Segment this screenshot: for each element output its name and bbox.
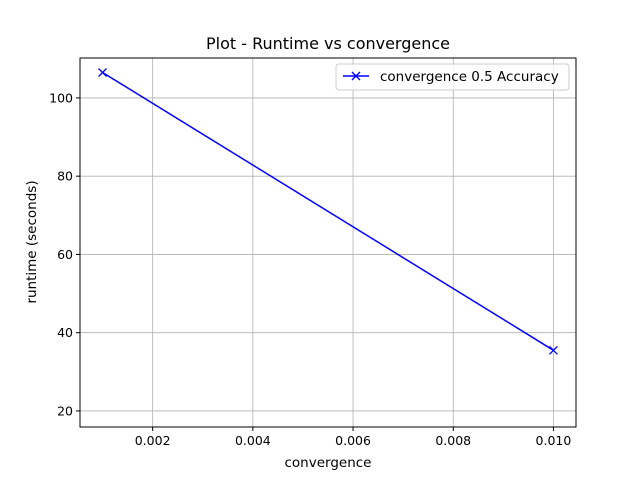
data-point-marker bbox=[351, 71, 361, 81]
y-tick-label: 60 bbox=[57, 247, 73, 262]
x-tick-label: 0.006 bbox=[335, 433, 371, 448]
x-tick-label: 0.004 bbox=[235, 433, 271, 448]
legend-box bbox=[335, 63, 570, 91]
x-tick-label: 0.008 bbox=[435, 433, 471, 448]
series-layer bbox=[98, 68, 558, 355]
y-tick-label: 20 bbox=[57, 403, 73, 418]
data-point-marker bbox=[548, 345, 558, 355]
grid bbox=[80, 58, 576, 427]
y-axis: 20 40 60 80 100 bbox=[49, 90, 80, 418]
y-tick-label: 80 bbox=[57, 169, 73, 184]
y-axis-label: runtime (seconds) bbox=[24, 180, 40, 303]
x-tick-label: 0.002 bbox=[135, 433, 171, 448]
legend-marker bbox=[351, 71, 361, 81]
x-axis-label: convergence bbox=[284, 455, 371, 471]
x-axis: 0.002 0.004 0.006 0.008 0.010 bbox=[135, 427, 572, 448]
y-tick-label: 100 bbox=[49, 90, 73, 105]
y-tick-label: 40 bbox=[57, 325, 73, 340]
plot-frame bbox=[79, 57, 577, 428]
series-line bbox=[102, 71, 554, 351]
legend-label: convergence 0.5 Accuracy bbox=[380, 69, 559, 85]
legend: convergence 0.5 Accuracy bbox=[335, 63, 570, 91]
data-point-marker bbox=[98, 68, 108, 77]
x-tick-label: 0.010 bbox=[536, 433, 572, 448]
chart-title: Plot - Runtime vs convergence bbox=[206, 34, 450, 53]
